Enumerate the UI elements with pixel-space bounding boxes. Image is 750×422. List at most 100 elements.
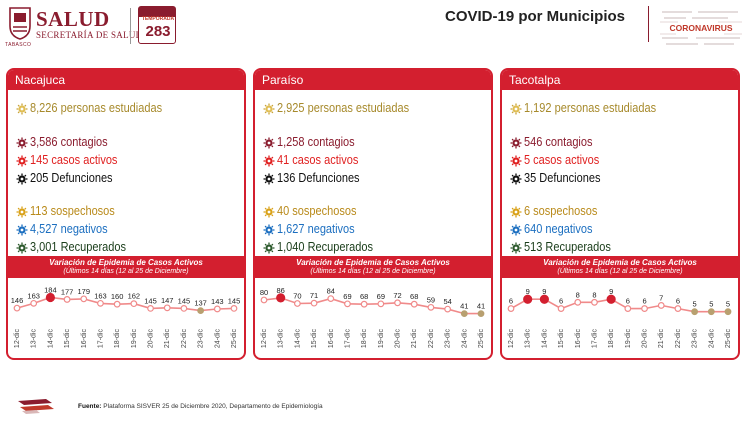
stat-activos: 41 casos activos <box>277 153 359 167</box>
data-point <box>557 305 565 312</box>
chart-title: Variación de Epidemia de Casos Activos <box>49 258 203 267</box>
x-tick-label: 15-dic <box>558 329 565 349</box>
panel-paraiso: Paraíso 2,925 personas estudiadas 1,258 … <box>253 68 493 360</box>
logo-subtitle: SECRETARÍA DE SALUD <box>36 30 143 40</box>
data-point <box>460 310 468 318</box>
chart-band: Variación de Epidemia de Casos Activos (… <box>502 256 738 278</box>
data-label: 145 <box>178 296 191 305</box>
data-label: 9 <box>526 287 530 296</box>
death-icon <box>16 173 28 185</box>
x-tick-label: 20-dic <box>395 329 402 349</box>
line-chart: 14612-dic16313-dic18414-dic17715-dic1791… <box>11 285 241 349</box>
x-tick-label: 23-dic <box>198 329 205 349</box>
data-label: 137 <box>194 299 207 308</box>
data-label: 68 <box>360 292 368 301</box>
virus-icon <box>16 137 28 149</box>
data-label: 59 <box>427 295 435 304</box>
data-label: 54 <box>443 297 451 306</box>
x-tick-label: 21-dic <box>164 329 171 349</box>
data-point <box>310 299 318 307</box>
data-label: 6 <box>642 297 646 306</box>
x-tick-label: 21-dic <box>658 329 665 349</box>
line-chart: 6 12-dic 9 13-dic 9 14-dic 6 15-dic 8 16-dic 8 17-d… <box>507 287 732 349</box>
stat-negativos: 4,527 negativos <box>30 222 108 236</box>
x-tick-label: 13-dic <box>525 329 532 349</box>
negative-icon <box>510 224 522 236</box>
data-point <box>523 294 533 304</box>
data-point <box>641 305 648 312</box>
data-point <box>30 299 38 307</box>
data-label: 177 <box>61 287 74 296</box>
data-point <box>293 300 301 307</box>
footer-source: Fuente: Plataforma SISVER 25 de Diciembr… <box>78 403 323 410</box>
x-tick-label: 24-dic <box>461 329 468 349</box>
page-title: COVID-19 por Municipios <box>445 8 626 25</box>
virus-active-icon <box>263 155 275 167</box>
data-point <box>63 296 71 303</box>
virus-icon <box>263 137 275 149</box>
data-label: 5 <box>726 300 730 309</box>
panel-nacajuca: Nacajuca 8,226 personas estudiadas 3,586… <box>6 68 246 360</box>
data-point <box>327 295 335 303</box>
data-label: 9 <box>609 287 613 296</box>
data-point <box>113 300 121 308</box>
x-tick-label: 14-dic <box>47 329 54 349</box>
data-label: 5 <box>693 300 697 309</box>
data-label: 9 <box>542 287 546 296</box>
x-tick-label: 25-dic <box>725 329 732 349</box>
x-tick-label: 18-dic <box>361 329 368 349</box>
data-label: 41 <box>477 302 485 311</box>
x-tick-label: 25-dic <box>231 329 238 349</box>
sun-icon <box>16 103 28 115</box>
negative-icon <box>263 224 275 236</box>
x-tick-label: 18-dic <box>608 329 615 349</box>
footer-label: Fuente: <box>78 403 102 410</box>
data-label: 41 <box>460 302 468 311</box>
x-tick-label: 19-dic <box>378 329 385 349</box>
stat-defunciones: 35 Defunciones <box>524 171 601 185</box>
data-point <box>394 299 401 307</box>
logo-title: SALUD <box>36 7 110 31</box>
header: SALUD SECRETARÍA DE SALUD TABASCO TEMPOR… <box>0 0 750 56</box>
coronavirus-word-cloud-icon: CORONAVIRUS <box>660 11 742 45</box>
x-tick-label: 24-dic <box>708 329 715 349</box>
stat-activos: 145 casos activos <box>30 153 118 167</box>
x-tick-label: 24-dic <box>214 329 221 349</box>
stat-contagios: 546 contagios <box>524 135 593 149</box>
stat-estudiadas: 8,226 personas estudiadas <box>30 101 163 115</box>
suspect-icon <box>510 206 522 218</box>
chart-subtitle: (Últimos 14 días (12 al 25 de Diciembre) <box>63 268 189 275</box>
data-label: 8 <box>592 290 596 299</box>
data-point <box>147 305 154 312</box>
x-tick-label: 16-dic <box>575 329 582 349</box>
virus-active-icon <box>510 155 522 167</box>
sun-icon <box>510 103 522 115</box>
data-point <box>410 300 418 308</box>
data-label: 5 <box>709 300 713 309</box>
data-point <box>180 305 188 312</box>
x-tick-label: 16-dic <box>81 329 88 349</box>
x-tick-label: 17-dic <box>591 329 598 349</box>
x-tick-label: 25-dic <box>478 329 485 349</box>
x-tick-label: 23-dic <box>692 329 699 349</box>
chart-title: Variación de Epidemia de Casos Activos <box>543 258 697 267</box>
panel-title: Tacotalpa <box>502 70 738 90</box>
data-label: 84 <box>327 287 335 296</box>
x-tick-label: 19-dic <box>131 329 138 349</box>
data-point <box>444 305 452 313</box>
data-point <box>276 293 286 303</box>
stat-estudiadas: 1,192 personas estudiadas <box>524 101 657 115</box>
chart-title: Variación de Epidemia de Casos Activos <box>296 258 450 267</box>
data-label: 145 <box>144 296 157 305</box>
data-point <box>507 305 515 312</box>
x-tick-label: 17-dic <box>97 329 104 349</box>
data-label: 7 <box>659 293 663 302</box>
sun-icon <box>263 103 275 115</box>
footer-source-text: Plataforma SISVER 25 de Diciembre 2020, … <box>103 403 323 410</box>
data-point <box>591 298 598 306</box>
x-tick-label: 17-dic <box>344 329 351 349</box>
logo-caption: TABASCO <box>5 42 32 48</box>
x-tick-label: 20-dic <box>148 329 155 349</box>
data-point <box>97 299 104 307</box>
calendar-number: 283 <box>145 23 171 40</box>
